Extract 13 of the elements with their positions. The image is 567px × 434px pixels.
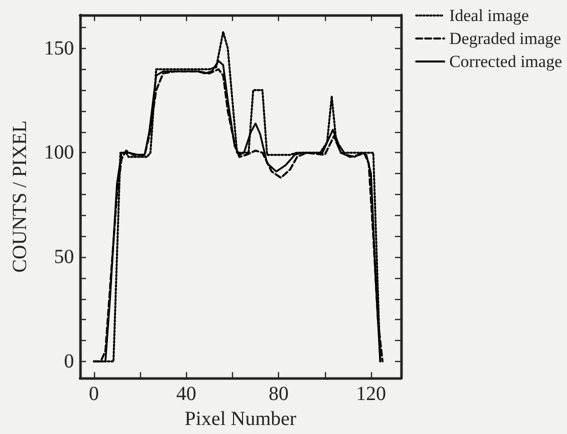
y-tick-label: 100: [44, 142, 74, 164]
x-tick-label: 40: [176, 383, 196, 406]
x-tick-label: 120: [356, 383, 386, 406]
legend-label: Degraded image: [449, 29, 562, 48]
x-tick-label: 80: [268, 383, 289, 406]
x-tick-label: 0: [88, 383, 99, 406]
y-tick-label: 0: [64, 350, 74, 372]
y-axis-title: COUNTS / PIXEL: [9, 120, 31, 273]
y-tick-label: 150: [44, 37, 74, 60]
y-tick-label: 50: [54, 246, 74, 268]
legend-label: Ideal image: [449, 6, 529, 25]
x-axis-title: Pixel Number: [184, 408, 297, 430]
legend-label: Corrected image: [449, 52, 562, 71]
